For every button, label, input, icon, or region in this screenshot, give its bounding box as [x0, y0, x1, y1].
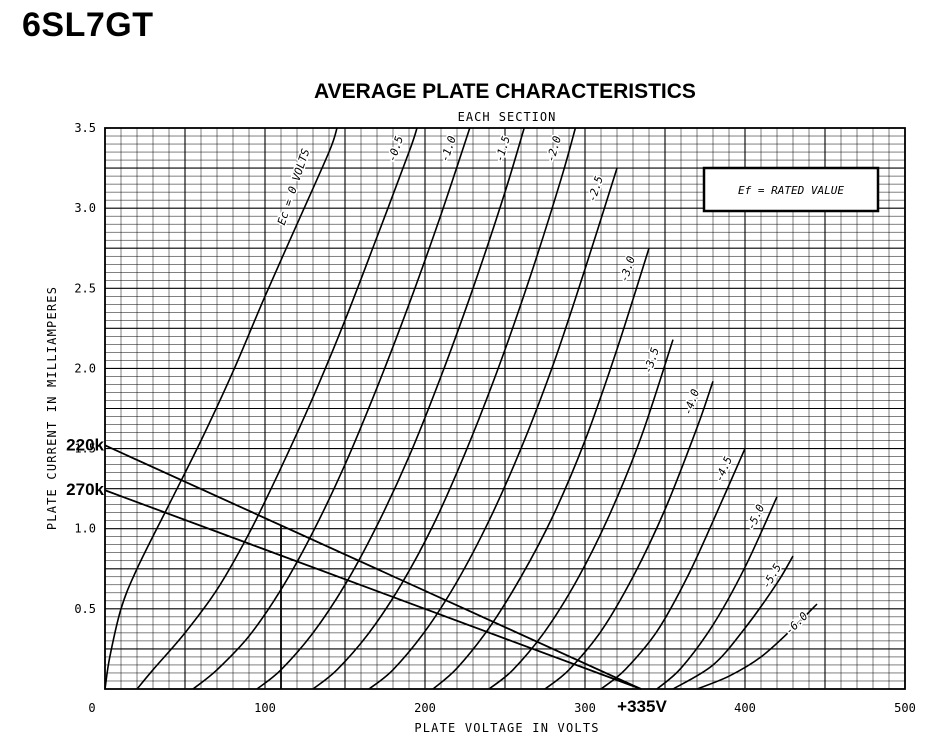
plot-frame — [104, 127, 906, 690]
load-line — [104, 489, 642, 690]
x-tick-label: 100 — [254, 701, 276, 715]
curve-label: -1.0 — [438, 134, 459, 164]
load-lines: 220k 270k — [66, 435, 642, 690]
legend-box: Ef = RATED VALUE — [702, 166, 880, 213]
x-tick-label: 400 — [734, 701, 756, 715]
curve-label: -2.5 — [585, 174, 605, 203]
curve-line — [104, 127, 338, 690]
chart-title: AVERAGE PLATE CHARACTERISTICS — [314, 80, 696, 103]
curve-label: -4.0 — [681, 387, 702, 417]
curve-label: Ec = 0 VOLTS — [275, 147, 313, 227]
supply-voltage-annotation: +335V — [617, 697, 667, 716]
curve-label: -3.0 — [617, 254, 638, 284]
curve-line — [488, 339, 674, 690]
curve-line — [672, 555, 794, 690]
curve-label: -6.0 — [783, 609, 811, 637]
x-axis-label: PLATE VOLTAGE IN VOLTS — [414, 721, 599, 735]
load-line-label: 220k — [66, 435, 104, 454]
curve-label: -2.0 — [544, 134, 564, 163]
curve-line — [256, 127, 525, 690]
curve-line — [136, 127, 418, 690]
y-axis-label: PLATE CURRENT IN MILLIAMPERES — [45, 286, 59, 530]
y-tick-label: 2.0 — [74, 361, 96, 375]
x-tick-label: 0 — [88, 701, 95, 715]
curve-label: -1.5 — [493, 134, 513, 163]
curve-line — [544, 381, 714, 690]
y-tick-label: 1.0 — [74, 522, 96, 536]
tick-labels: 0 100 200 300 400 500 0.5 1.0 1.5 2.0 2.5 3.0 3.5 — [74, 121, 916, 715]
curve-line — [192, 127, 471, 690]
y-tick-label: 3.5 — [74, 121, 96, 135]
curve-line — [312, 127, 577, 690]
chart-subtitle: EACH SECTION — [458, 110, 557, 124]
y-tick-label: 0.5 — [74, 602, 96, 616]
curve-line — [696, 603, 818, 690]
x-tick-label: 500 — [894, 701, 916, 715]
load-line-label: 270k — [66, 480, 104, 499]
curve-line — [600, 448, 746, 690]
curve-line — [656, 496, 778, 690]
y-tick-label: 1.5 — [74, 442, 96, 456]
curve-line — [368, 167, 618, 690]
curve-line — [432, 247, 650, 690]
legend-text: Ef = RATED VALUE — [738, 184, 844, 197]
load-line — [104, 444, 642, 690]
x-tick-label: 200 — [414, 701, 436, 715]
curves — [104, 127, 818, 690]
y-tick-label: 3.0 — [74, 201, 96, 215]
y-tick-label: 2.5 — [74, 281, 96, 295]
curve-label: -0.5 — [385, 134, 406, 163]
page-title: 6SL7GT — [22, 6, 154, 44]
x-tick-label: 300 — [574, 701, 596, 715]
